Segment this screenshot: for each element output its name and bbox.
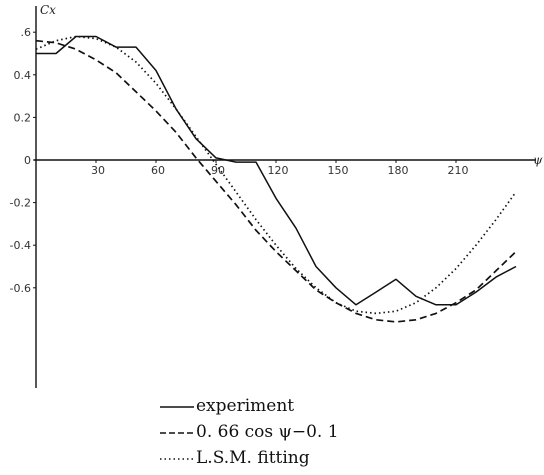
y-tick-label: 0.4 xyxy=(14,69,32,82)
y-tick-label: 0 xyxy=(24,154,31,167)
x-tick-label: 120 xyxy=(268,164,289,177)
legend: experiment 0. 66 cos ψ−0. 1 L.S.M. fitti… xyxy=(160,393,339,471)
y-tick-label: .6 xyxy=(21,26,32,39)
x-tick-label: 90 xyxy=(211,164,225,177)
y-tick-label: -0.2 xyxy=(10,197,31,210)
x-tick-label: 30 xyxy=(91,164,105,177)
x-tick-label: 60 xyxy=(151,164,165,177)
series-lines xyxy=(35,35,517,323)
legend-label-experiment: experiment xyxy=(196,396,295,416)
legend-swatch-dashed xyxy=(160,432,194,434)
x-axis-label: ψ xyxy=(533,153,543,167)
legend-item-formula: 0. 66 cos ψ−0. 1 xyxy=(160,419,339,445)
y-tick-label: -0.6 xyxy=(10,282,31,295)
legend-swatch-solid xyxy=(160,406,194,408)
chart: 30 60 90 120 150 180 210.60.40.20-0.2-0.4-0.6 … xyxy=(10,3,543,388)
x-tick-label: 210 xyxy=(448,164,469,177)
series-line-dashed xyxy=(35,39,517,323)
axes xyxy=(34,6,535,388)
y-axis-label: Cx xyxy=(40,3,56,17)
y-tick-label: -0.4 xyxy=(10,239,31,252)
x-tick-label: 150 xyxy=(328,164,349,177)
y-tick-label: 0.2 xyxy=(14,111,32,124)
legend-label-lsm: L.S.M. fitting xyxy=(196,448,310,468)
series-line-solid xyxy=(36,35,517,306)
x-tick-label: 180 xyxy=(388,164,409,177)
series-line-dotted xyxy=(35,35,517,315)
legend-swatch-dotted xyxy=(160,458,194,460)
legend-item-lsm: L.S.M. fitting xyxy=(160,445,339,471)
tick-labels: 30 60 90 120 150 180 210 .6 0.4 0.2 0 -0.2 -0.4 -0.6 xyxy=(10,26,469,295)
legend-item-experiment: experiment xyxy=(160,393,339,419)
legend-label-formula: 0. 66 cos ψ−0. 1 xyxy=(196,422,339,442)
